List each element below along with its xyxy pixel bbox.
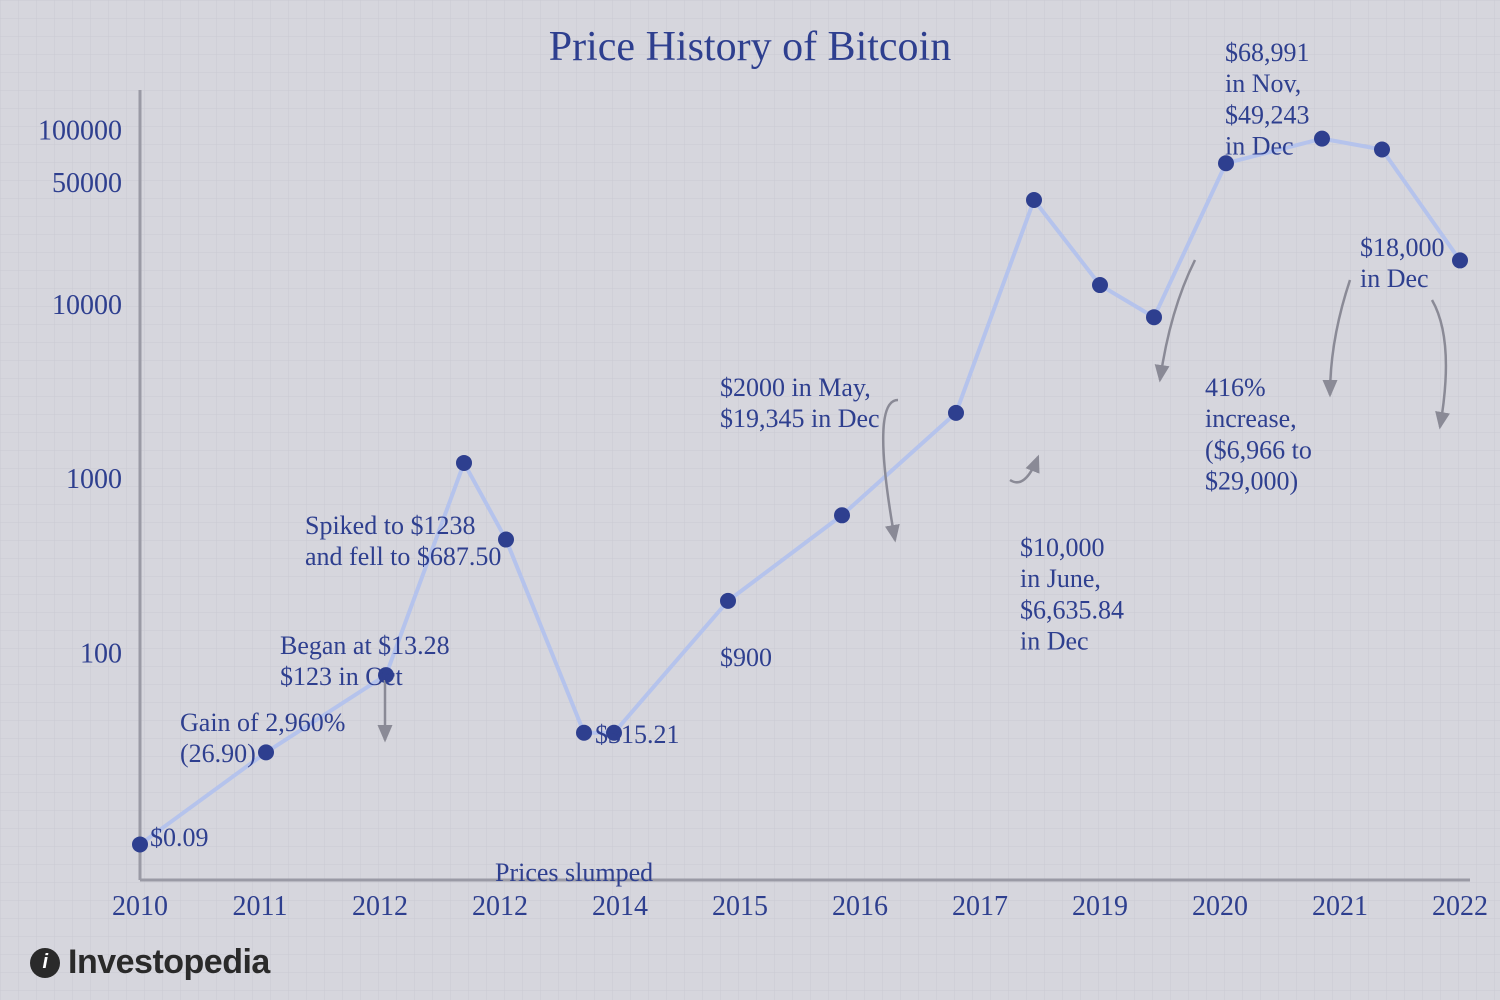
- data-point: [132, 836, 148, 852]
- data-point: [1092, 277, 1108, 293]
- y-tick-label: 1000: [66, 464, 122, 495]
- x-tick-label: 2012: [352, 891, 408, 922]
- price-history-chart: 100 1000 10000 50000 100000 2010 2011 2012 2012 2…: [0, 0, 1500, 1000]
- y-tick-label: 10000: [52, 290, 122, 321]
- data-point: [720, 593, 736, 609]
- data-point: [948, 405, 964, 421]
- x-tick-label: 2015: [712, 891, 768, 922]
- annotation-label: $900: [720, 643, 772, 672]
- x-tick-label: 2012: [472, 891, 528, 922]
- chart-container: 100 1000 10000 50000 100000 2010 2011 2012 2012 2…: [0, 0, 1500, 1000]
- y-tick-label: 50000: [52, 168, 122, 199]
- source-attribution: i Investopedia: [30, 943, 270, 982]
- annotation-label: $315.21: [595, 720, 680, 749]
- data-point: [1314, 131, 1330, 147]
- x-tick-label: 2011: [233, 891, 288, 922]
- data-point: [834, 507, 850, 523]
- x-tick-label: 2010: [112, 891, 168, 922]
- x-tick-label: 2014: [592, 891, 648, 922]
- x-tick-label: 2022: [1432, 891, 1488, 922]
- chart-title: Price History of Bitcoin: [549, 24, 951, 70]
- data-point: [576, 725, 592, 741]
- y-tick-label: 100: [80, 638, 122, 669]
- annotation-label: $0.09: [150, 823, 209, 852]
- x-tick-label: 2019: [1072, 891, 1128, 922]
- x-tick-label: 2020: [1192, 891, 1248, 922]
- data-point: [1146, 309, 1162, 325]
- data-point: [258, 744, 274, 760]
- x-tick-label: 2017: [952, 891, 1008, 922]
- source-icon: i: [30, 948, 60, 978]
- data-point: [1374, 141, 1390, 157]
- data-point: [1452, 252, 1468, 268]
- x-tick-label: 2016: [832, 891, 888, 922]
- y-tick-label: 100000: [38, 116, 122, 147]
- data-point: [456, 455, 472, 471]
- source-name: Investopedia: [68, 943, 270, 982]
- data-point: [1026, 192, 1042, 208]
- x-tick-label: 2021: [1312, 891, 1368, 922]
- annotation-label: Prices slumped: [495, 858, 653, 887]
